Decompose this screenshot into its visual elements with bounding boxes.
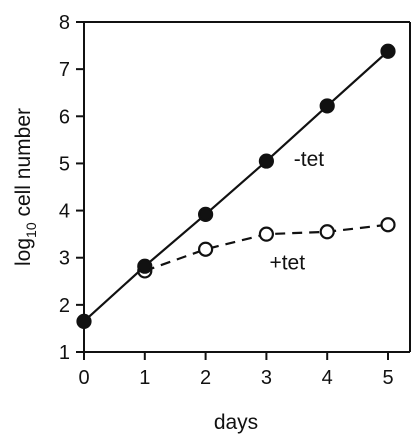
series-point-tet-4 [319,98,335,114]
x-axis-title: days [214,411,258,434]
y-axis-title-rest: cell number [12,108,35,222]
series-point-tet-4 [380,217,396,233]
x-tick-label: 3 [261,367,272,389]
y-tick-label: 1 [59,342,70,364]
y-tick-label: 6 [59,106,70,128]
annotation-minus-tet: -tet [294,148,325,171]
y-tick-label: 5 [59,153,70,175]
series-point-tet-1 [198,241,214,257]
y-tick-label: 4 [59,201,70,223]
series-point-tet-3 [319,224,335,240]
x-tick-label: 4 [322,367,333,389]
series-point-tet-2 [198,206,214,222]
y-axis-title: log10 cell number [12,108,39,266]
x-tick-label: 5 [382,367,393,389]
x-tick-label: 0 [78,367,89,389]
y-tick-label: 2 [59,295,70,317]
y-tick-label: 8 [59,12,70,34]
series-point-tet-1 [137,258,153,274]
axes [76,21,411,360]
annotation-plus-tet: +tet [269,252,305,275]
series-layer [76,43,396,329]
y-tick-label: 3 [59,248,70,270]
series-line-tet [83,50,389,323]
series-point-tet-3 [258,153,274,169]
x-tick-label: 1 [139,367,150,389]
x-tick-label: 2 [200,367,211,389]
series-point-tet-2 [258,226,274,242]
y-axis-title-main: log [12,238,35,266]
y-tick-label: 7 [59,59,70,81]
series-point-tet-5 [380,43,396,59]
series-point-tet-0 [76,313,92,329]
y-axis-title-subscript: 10 [23,222,39,238]
